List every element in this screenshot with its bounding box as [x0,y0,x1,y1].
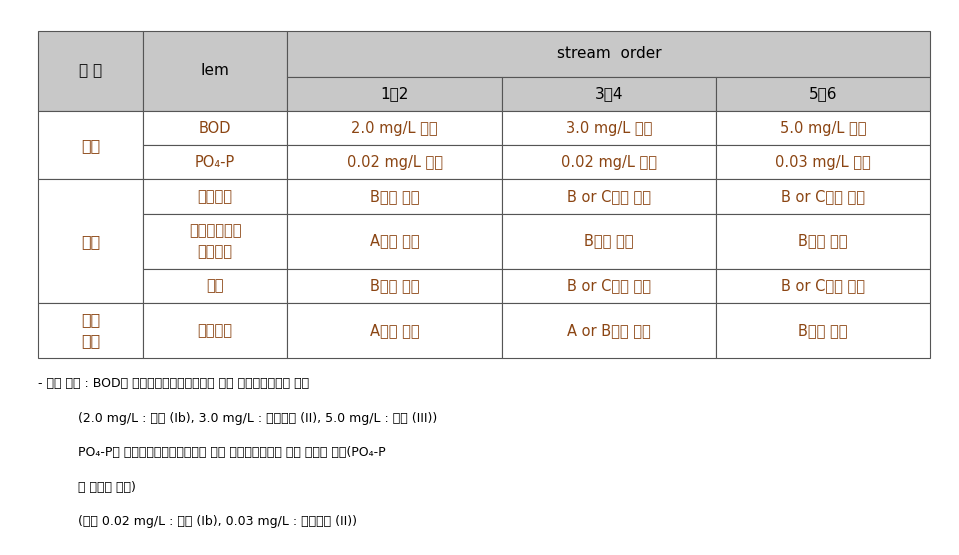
Text: 0.02 mg/L 이하: 0.02 mg/L 이하 [346,155,443,170]
Bar [502,111,716,145]
Text: B등급 이상: B등급 이상 [798,323,848,338]
Text: B or C등급 이상: B or C등급 이상 [567,278,651,293]
Bar [143,179,288,214]
Text: 0.02 mg/L 이하: 0.02 mg/L 이하 [561,155,657,170]
Bar [143,269,288,303]
Bar [502,303,716,358]
Text: B등급 이상: B등급 이상 [584,234,634,249]
Bar [38,303,143,358]
Bar [288,269,502,303]
Text: A or B등급 이상: A or B등급 이상 [567,323,651,338]
Text: A등급 이상: A등급 이상 [370,323,419,338]
Text: 3～4: 3～4 [595,86,623,101]
Bar [502,145,716,179]
Text: 어류: 어류 [206,278,224,293]
Text: 는 기준은 없음): 는 기준은 없음) [38,481,136,493]
Bar [716,111,930,145]
Bar [716,214,930,269]
Bar [288,145,502,179]
Bar [716,269,930,303]
Text: Iem: Iem [200,63,229,78]
Text: (2.0 mg/L : 좋음 (Ib), 3.0 mg/L : 약간좋음 (II), 5.0 mg/L : 보통 (III)): (2.0 mg/L : 좋음 (Ib), 3.0 mg/L : 약간좋음 (II… [38,412,437,425]
Bar [716,77,930,111]
Text: B or C등급 이상: B or C등급 이상 [782,278,865,293]
Bar [716,303,930,358]
Bar [288,179,502,214]
Text: - 선정 기준 : BOD는 환경정책기본법시행령에 따른 하천환경기준에 준함: - 선정 기준 : BOD는 환경정책기본법시행령에 따른 하천환경기준에 준함 [38,377,310,390]
Text: 부착조류: 부착조류 [198,189,233,204]
Text: B등급 이상: B등급 이상 [798,234,848,249]
Bar [38,111,143,179]
Bar [38,179,143,303]
Text: 구 분: 구 분 [79,63,103,78]
Text: 생물: 생물 [82,234,101,249]
Bar [502,77,716,111]
Text: B or C등급 이상: B or C등급 이상 [567,189,651,204]
Text: 5～6: 5～6 [808,86,837,101]
Text: stream  order: stream order [556,46,661,61]
Text: 5.0 mg/L 이하: 5.0 mg/L 이하 [780,120,866,135]
Text: 저서성대형무
척추동물: 저서성대형무 척추동물 [189,223,242,259]
Text: 수질: 수질 [82,138,101,153]
Text: B등급 이상: B등급 이상 [370,189,419,204]
Bar [288,214,502,269]
Bar [38,31,143,111]
Text: 2.0 mg/L 이하: 2.0 mg/L 이하 [351,120,438,135]
Text: 서식
수변: 서식 수변 [82,312,101,349]
Bar [502,269,716,303]
Text: 1～2: 1～2 [381,86,409,101]
Text: (총인 0.02 mg/L : 좋음 (Ib), 0.03 mg/L : 약간좋음 (II)): (총인 0.02 mg/L : 좋음 (Ib), 0.03 mg/L : 약간좋… [38,515,358,528]
Bar [288,31,930,77]
Text: PO₄-P는 환경정책기본법시행령에 따른 호소환경기준의 총인 기준에 준함(PO₄-P: PO₄-P는 환경정책기본법시행령에 따른 호소환경기준의 총인 기준에 준함(… [38,446,386,459]
Text: 0.03 mg/L 이하: 0.03 mg/L 이하 [775,155,871,170]
Bar [716,145,930,179]
Bar [143,214,288,269]
Bar [288,111,502,145]
Bar [502,179,716,214]
Bar [716,179,930,214]
Text: A등급 이상: A등급 이상 [370,234,419,249]
Text: 서식수변: 서식수변 [198,323,233,338]
Text: PO₄-P: PO₄-P [195,155,235,170]
Bar [143,303,288,358]
Text: B or C등급 이상: B or C등급 이상 [782,189,865,204]
Bar [143,111,288,145]
Bar [143,31,288,111]
Bar [143,145,288,179]
Bar [502,214,716,269]
Bar [288,303,502,358]
Text: B등급 이상: B등급 이상 [370,278,419,293]
Text: 3.0 mg/L 이하: 3.0 mg/L 이하 [566,120,652,135]
Text: BOD: BOD [199,120,231,135]
Bar [288,77,502,111]
